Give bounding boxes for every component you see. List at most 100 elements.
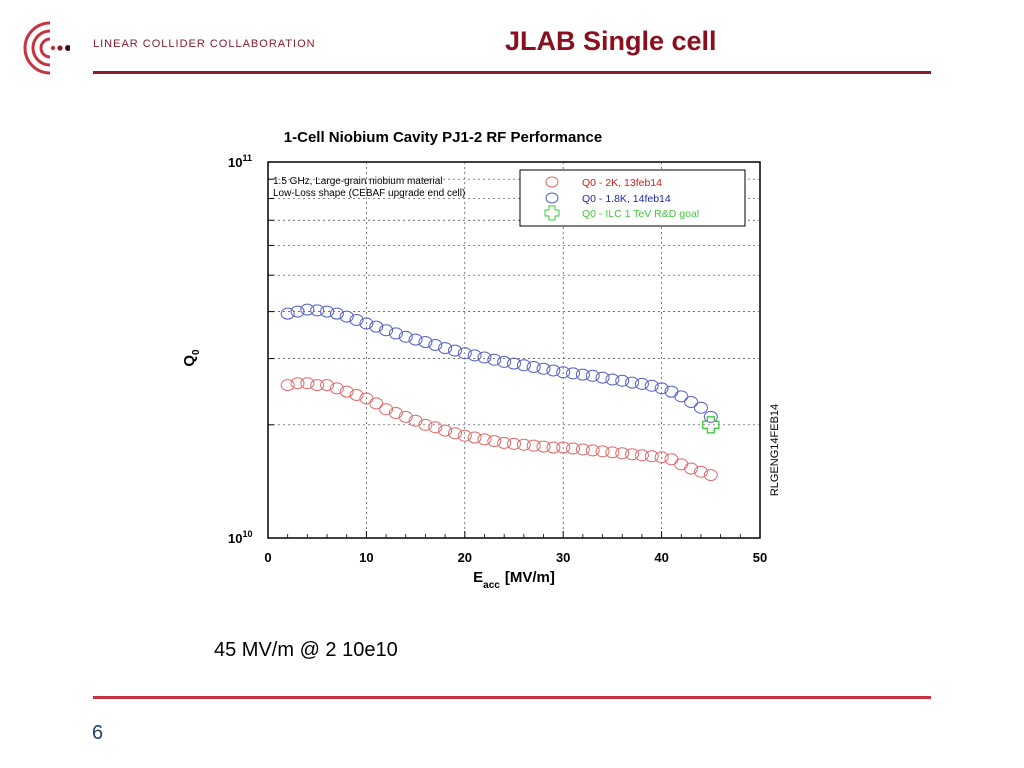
- x-axis-label-sub: acc: [483, 580, 500, 591]
- data-point: [349, 314, 364, 327]
- data-point: [438, 424, 453, 437]
- data-point: [467, 431, 482, 444]
- data-point: [684, 395, 699, 408]
- data-point: [398, 410, 413, 423]
- data-point: [595, 371, 610, 384]
- data-point: [339, 385, 354, 398]
- data-point: [625, 376, 640, 389]
- data-point: [664, 453, 679, 466]
- data-point: [447, 427, 462, 440]
- data-point: [379, 324, 394, 337]
- data-point: [487, 353, 502, 366]
- data-point: [566, 442, 581, 455]
- data-point: [290, 377, 305, 390]
- data-point: [556, 441, 571, 454]
- grid-lines: [268, 162, 760, 538]
- data-point: [477, 433, 492, 446]
- data-point: [674, 390, 689, 403]
- legend-label-ilc-goal: Q0 - ILC 1 TeV R&D goal: [582, 208, 699, 220]
- axis-ticks: 0 10 20 30 40 50 1011 1010: [228, 153, 767, 565]
- legend-marker-ilc-goal: [544, 205, 560, 221]
- data-point: [320, 379, 335, 392]
- data-point: [693, 401, 708, 414]
- data-point-cross: [702, 416, 720, 434]
- header-divider: [93, 71, 931, 74]
- data-point: [674, 458, 689, 471]
- y-axis-label-sub: 0: [191, 349, 202, 355]
- data-point: [398, 330, 413, 343]
- data-point: [418, 336, 433, 349]
- x-tick-label: 0: [264, 550, 271, 565]
- data-point: [329, 382, 344, 395]
- data-point: [408, 333, 423, 346]
- data-point: [536, 440, 551, 453]
- data-point: [329, 307, 344, 320]
- annotation-line-1: 1.5 GHz, Large-grain niobium material: [273, 176, 443, 187]
- data-point: [595, 445, 610, 458]
- data-point: [615, 447, 630, 460]
- data-point: [566, 367, 581, 380]
- data-point: [507, 357, 521, 370]
- legend-marker-2k: [545, 176, 559, 188]
- chart-title: 1-Cell Niobium Cavity PJ1-2 RF Performan…: [284, 129, 602, 146]
- data-point: [339, 310, 354, 323]
- x-tick-label: 10: [359, 550, 373, 565]
- data-point: [477, 351, 492, 364]
- data-point: [467, 349, 482, 362]
- y-axis-label: Q0: [181, 349, 202, 367]
- data-point: [428, 421, 443, 434]
- side-label: RLGENG14FEB14: [769, 404, 781, 496]
- data-point: [615, 374, 630, 387]
- plot-area: [267, 161, 761, 539]
- data-point: [379, 403, 394, 416]
- data-point: [585, 444, 600, 457]
- annotation-line-2: Low-Loss shape (CEBAF upgrade end cell): [273, 188, 465, 199]
- x-axis-label-main: E: [473, 569, 483, 586]
- data-point: [575, 368, 590, 381]
- data-point: [684, 462, 699, 475]
- data-point: [536, 362, 551, 375]
- data-point: [280, 379, 295, 392]
- data-point: [497, 355, 512, 368]
- data-point: [644, 450, 659, 463]
- data-point: [654, 382, 669, 395]
- lcc-logo: [23, 21, 70, 75]
- data-point: [605, 373, 620, 386]
- annotation: 1.5 GHz, Large-grain niobium material Lo…: [273, 176, 465, 199]
- data-point: [625, 448, 640, 461]
- x-tick-label: 50: [753, 550, 767, 565]
- legend-label-2k: Q0 - 2K, 13feb14: [582, 177, 662, 189]
- data-point: [703, 469, 718, 482]
- legend: Q0 - 2K, 13feb14 Q0 - 1.8K, 14feb14 Q0 -…: [519, 169, 746, 227]
- series-2k-points: [280, 377, 718, 482]
- data-point: [290, 305, 305, 318]
- legend-marker-1-8k: [545, 192, 559, 204]
- data-point: [408, 414, 423, 427]
- data-point: [487, 435, 502, 448]
- data-point: [280, 307, 295, 320]
- series-ilc-goal-points: [702, 416, 720, 434]
- data-point: [310, 379, 325, 392]
- data-point: [546, 364, 561, 377]
- data-point: [300, 303, 315, 316]
- svg-text:Q0: Q0: [181, 349, 202, 367]
- data-point: [388, 407, 403, 420]
- x-axis-label-unit: [MV/m]: [505, 569, 555, 586]
- data-point: [447, 344, 462, 357]
- org-name: LINEAR COLLIDER COLLABORATION: [93, 38, 316, 50]
- data-point: [644, 379, 659, 392]
- data-point: [507, 437, 521, 450]
- data-point: [605, 446, 620, 459]
- x-tick-label: 40: [654, 550, 668, 565]
- data-point: [388, 327, 403, 340]
- data-point: [359, 317, 374, 330]
- footer-divider: [93, 696, 931, 699]
- y-axis-label-main: Q: [181, 355, 198, 367]
- data-point: [516, 438, 531, 451]
- slide-title: JLAB Single cell: [505, 26, 717, 56]
- data-point: [369, 397, 384, 410]
- data-point: [516, 359, 531, 372]
- data-point: [526, 439, 541, 452]
- data-point: [428, 339, 443, 352]
- data-point: [320, 305, 335, 318]
